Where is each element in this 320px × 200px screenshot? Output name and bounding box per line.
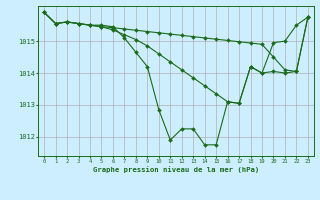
- X-axis label: Graphe pression niveau de la mer (hPa): Graphe pression niveau de la mer (hPa): [93, 166, 259, 173]
